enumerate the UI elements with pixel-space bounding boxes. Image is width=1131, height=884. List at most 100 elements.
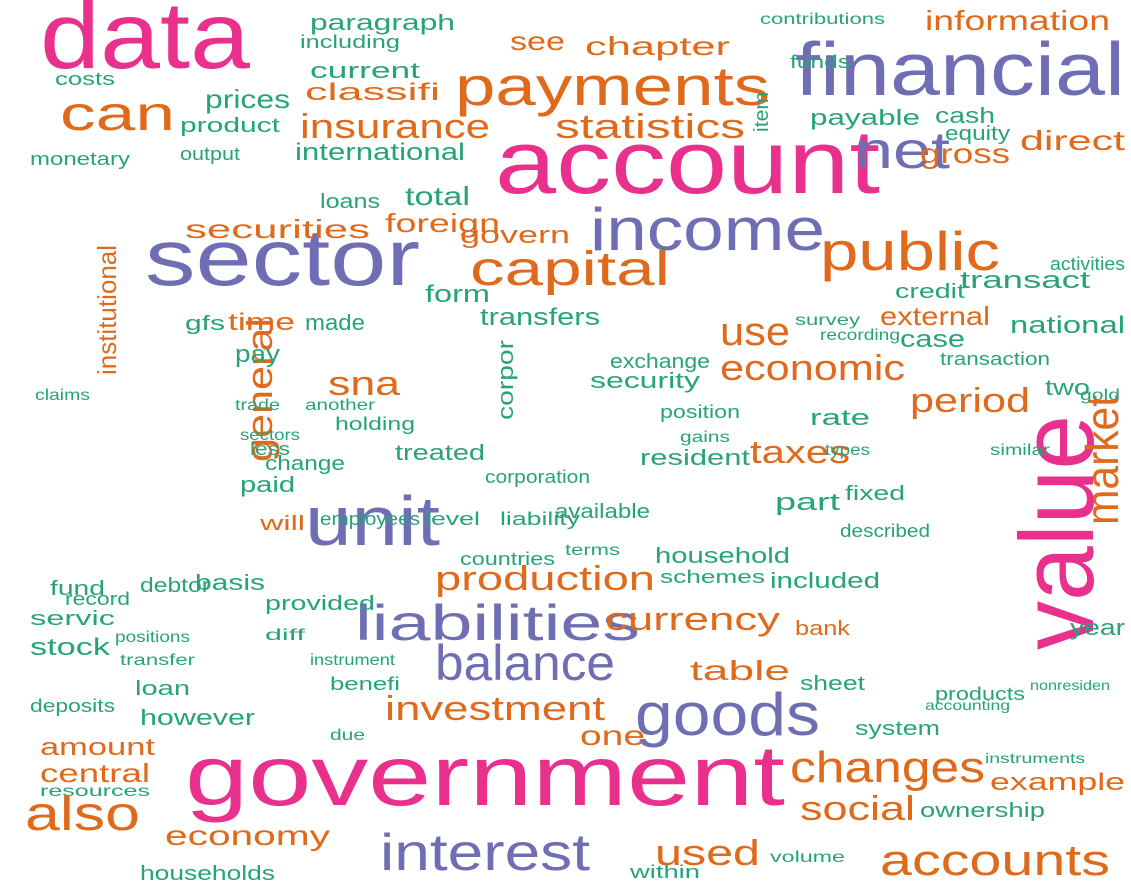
word: resources [40, 783, 150, 800]
word: transfers [480, 304, 600, 331]
word: within [628, 862, 700, 882]
word: currency [605, 601, 780, 637]
word: terms [565, 542, 620, 559]
word: countries [460, 549, 555, 569]
word: interest [380, 824, 591, 882]
word: contributions [760, 11, 885, 28]
word: form [425, 281, 490, 308]
word: value [999, 415, 1116, 650]
word: types [825, 442, 870, 459]
word: changes [790, 743, 985, 792]
word: national [1010, 312, 1125, 339]
word: servic [30, 608, 115, 630]
word: monetary [30, 149, 130, 169]
word: output [180, 144, 240, 164]
word: credit [895, 281, 966, 303]
word: loan [135, 678, 190, 700]
word: funds [790, 52, 850, 72]
word: govern [460, 222, 570, 249]
word: unit [305, 482, 440, 560]
word: one [580, 720, 645, 751]
word: trade [235, 397, 280, 414]
word: direct [1020, 125, 1125, 156]
word: resident [640, 445, 750, 470]
word: statistics [555, 108, 745, 146]
word: bank [795, 618, 851, 640]
word: case [900, 326, 965, 353]
word: volume [770, 849, 845, 866]
word: change [265, 453, 345, 475]
word: will [258, 513, 305, 535]
word: payments [455, 55, 770, 117]
word: rate [810, 405, 870, 430]
word: activities [1050, 254, 1125, 274]
word: corpor [493, 340, 518, 420]
word: liabilities [355, 595, 640, 651]
word: see [510, 26, 565, 56]
word: security [590, 368, 700, 393]
word: ownership [920, 800, 1045, 822]
word: benefi [330, 674, 400, 694]
word: public [820, 220, 1000, 282]
word: insurance [300, 108, 490, 146]
word: sna [328, 365, 400, 403]
word: production [435, 560, 655, 598]
word: account [495, 113, 880, 213]
word: government [185, 729, 785, 824]
word: loans [320, 191, 380, 213]
word: market [1076, 395, 1128, 525]
word: international [295, 139, 465, 166]
word: prices [205, 84, 290, 114]
word: cash [935, 103, 995, 128]
word: sector [145, 213, 420, 302]
word: goods [635, 681, 820, 748]
word: gross [920, 138, 1010, 169]
word: foreign [385, 208, 500, 238]
word: external [880, 301, 990, 331]
word: two [1045, 375, 1090, 400]
word: transaction [940, 349, 1050, 369]
word: amount [40, 734, 155, 761]
word: information [925, 5, 1110, 36]
word: corporation [485, 467, 590, 487]
word: nonresiden [1030, 677, 1110, 693]
word: social [800, 790, 915, 828]
word: used [655, 832, 760, 873]
word: level [425, 509, 480, 529]
word: use [720, 310, 790, 354]
word: claims [35, 387, 90, 404]
word: time [228, 309, 295, 336]
word: sectors [240, 427, 300, 444]
word: products [935, 684, 1025, 704]
word: table [690, 655, 790, 686]
word: stock [30, 634, 111, 661]
word: current [310, 58, 420, 83]
word: employees [320, 509, 420, 529]
word: households [140, 863, 275, 884]
word: financial [795, 27, 1125, 111]
word: holding [335, 414, 415, 434]
word: year [1070, 615, 1125, 640]
word: economy [165, 820, 330, 851]
word: part [775, 489, 841, 516]
word: income [590, 196, 825, 263]
word: payable [810, 105, 920, 130]
word: survey [795, 312, 860, 329]
word: also [25, 788, 140, 841]
word: due [330, 727, 365, 744]
word: instrument [310, 652, 396, 669]
word: made [305, 310, 365, 335]
word: institutional [92, 245, 122, 375]
word: net [855, 122, 951, 180]
word: recording [820, 327, 900, 344]
word: pay [235, 341, 280, 368]
word: balance [435, 635, 615, 691]
word: total [405, 181, 470, 211]
word: fixed [845, 483, 905, 505]
word: deposits [30, 696, 115, 716]
word: exchange [610, 351, 710, 373]
word: data [40, 0, 250, 89]
word: less [250, 439, 290, 459]
